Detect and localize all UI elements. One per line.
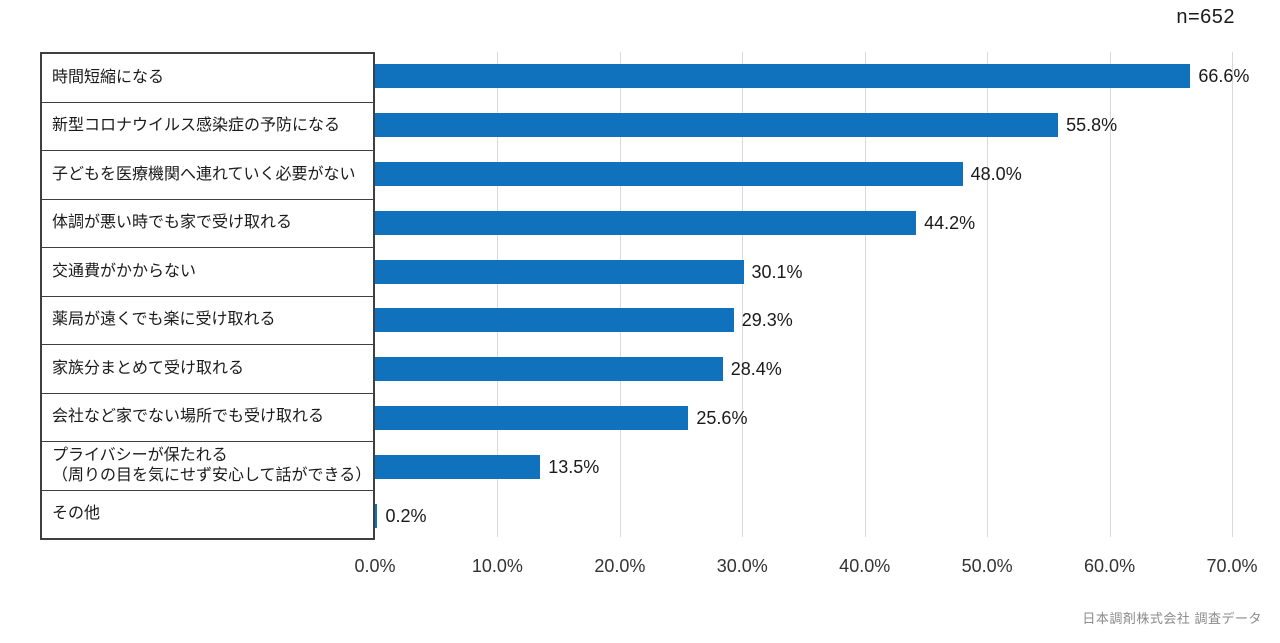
category-label: その他	[52, 505, 101, 523]
bar	[375, 259, 744, 284]
bar	[375, 308, 734, 333]
gridline	[1109, 52, 1111, 537]
x-axis-tick-label: 70.0%	[1206, 556, 1258, 576]
x-axis-tick-label: 10.0%	[471, 556, 523, 576]
x-axis-tick-label: 20.0%	[594, 556, 646, 576]
source-note: 日本調剤株式会社 調査データ	[1082, 611, 1262, 626]
gridline	[864, 52, 866, 537]
category-label: 新型コロナウイルス感染症の予防になる	[42, 103, 373, 151]
category-label: 家族分まとめて受け取れる	[42, 345, 373, 394]
gridline	[1232, 52, 1233, 537]
value-label: 30.1%	[751, 261, 803, 282]
gridline	[987, 52, 989, 537]
bar	[375, 406, 689, 430]
category-label: プライバシーが保たれる （周りの目を気にせず安心して話ができる）	[42, 442, 373, 491]
x-axis-tick-label: 40.0%	[839, 556, 891, 576]
value-label: 13.5%	[548, 456, 600, 477]
category-label: 体調が悪い時でも家で受け取れる	[42, 200, 373, 248]
category-label: 交通費がかからない	[42, 248, 373, 297]
x-axis-tick-label: 50.0%	[961, 556, 1013, 576]
value-label: 55.8%	[1066, 115, 1118, 136]
x-axis-tick-label: 60.0%	[1084, 556, 1136, 576]
category-label: 会社など家でない場所でも受け取れる	[42, 394, 373, 442]
category-labels-box: 時間短縮になる 新型コロナウイルス感染症の予防になる 子どもを医療機関へ連れていく必…	[40, 52, 375, 540]
value-label: 25.6%	[696, 408, 748, 428]
value-label: 0.2%	[385, 505, 427, 526]
bar	[375, 64, 1191, 89]
bar	[375, 162, 963, 186]
gridline	[497, 52, 499, 537]
category-label: 時間短縮になる	[42, 54, 373, 103]
category-label: 子どもを医療機関へ連れていく必要がない	[42, 151, 373, 200]
plot-area: 66.6% 55.8% 48.0% 44.2% 30.1% 29.3% 28.4% 25.6%…	[375, 52, 1249, 540]
value-label: 48.0%	[970, 164, 1022, 184]
x-axis-tick-label: 30.0%	[716, 556, 768, 576]
x-axis: 0.0% 10.0% 20.0% 30.0% 40.0% 50.0% 60.0% 70.0%	[354, 556, 1257, 580]
value-label: 28.4%	[730, 359, 782, 380]
gridline	[619, 52, 621, 537]
bar	[375, 454, 541, 479]
sample-size-label: n=652	[1176, 6, 1235, 28]
x-axis-tick-label: 0.0%	[354, 556, 396, 576]
bar	[375, 210, 917, 235]
category-label: 薬局が遠くでも楽に受け取れる	[42, 297, 373, 345]
bar	[375, 113, 1059, 138]
value-label: 66.6%	[1198, 66, 1250, 87]
bar	[375, 357, 723, 382]
value-label: 44.2%	[924, 212, 976, 233]
gridline	[742, 52, 744, 537]
value-label: 29.3%	[741, 310, 793, 331]
bar	[375, 503, 378, 528]
